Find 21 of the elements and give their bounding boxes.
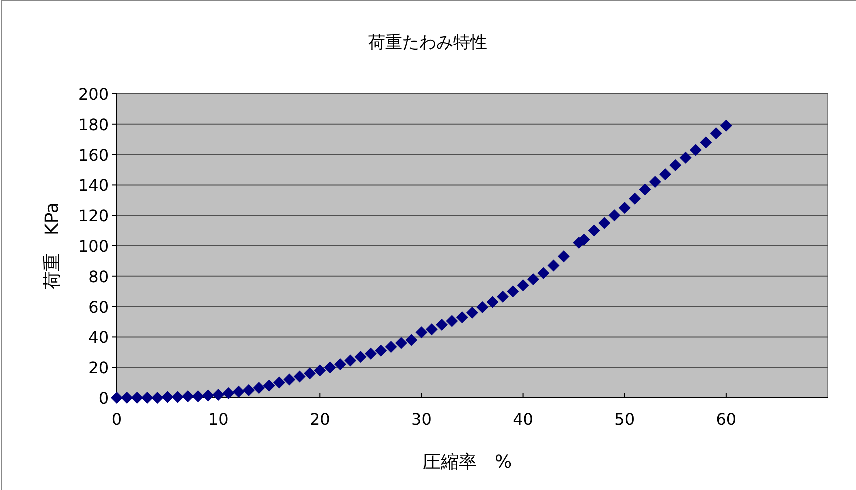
y-tick-label: 60 (88, 298, 109, 317)
y-tick-label: 180 (78, 115, 109, 134)
y-tick-label: 40 (88, 328, 109, 348)
y-tick-label: 0 (98, 389, 109, 408)
chart-title: 荷重たわみ特性 (368, 33, 488, 53)
y-tick-label: 120 (78, 206, 109, 226)
y-tick-label: 20 (88, 358, 109, 378)
x-tick-label: 10 (208, 410, 229, 429)
y-tick-label: 140 (78, 176, 109, 196)
x-tick-label: 30 (412, 410, 432, 429)
x-axis-title: 圧縮率 % (422, 452, 512, 473)
x-tick-label: 40 (513, 410, 534, 429)
y-axis-title: 荷重 KPa (42, 202, 63, 290)
y-tick-label: 80 (88, 267, 109, 286)
y-tick-label: 100 (78, 237, 109, 256)
x-tick-label: 0 (112, 410, 122, 429)
y-tick-label: 200 (78, 85, 109, 104)
x-tick-label: 20 (310, 410, 330, 429)
x-tick-label: 50 (614, 410, 636, 429)
y-tick-label: 160 (78, 146, 109, 165)
x-tick-label: 60 (716, 410, 737, 429)
